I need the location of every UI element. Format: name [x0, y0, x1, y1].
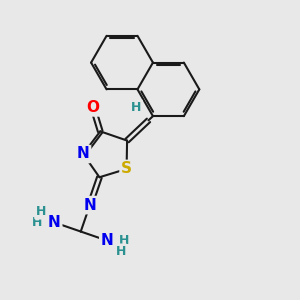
Text: N: N	[48, 215, 61, 230]
Text: H: H	[36, 205, 46, 218]
Text: S: S	[121, 161, 132, 176]
Text: H: H	[32, 216, 42, 229]
Text: O: O	[86, 100, 99, 115]
Text: N: N	[83, 198, 96, 213]
Text: N: N	[77, 146, 89, 161]
Text: H: H	[119, 234, 130, 247]
Text: H: H	[116, 245, 126, 258]
Text: H: H	[131, 101, 142, 114]
Text: N: N	[101, 233, 114, 248]
